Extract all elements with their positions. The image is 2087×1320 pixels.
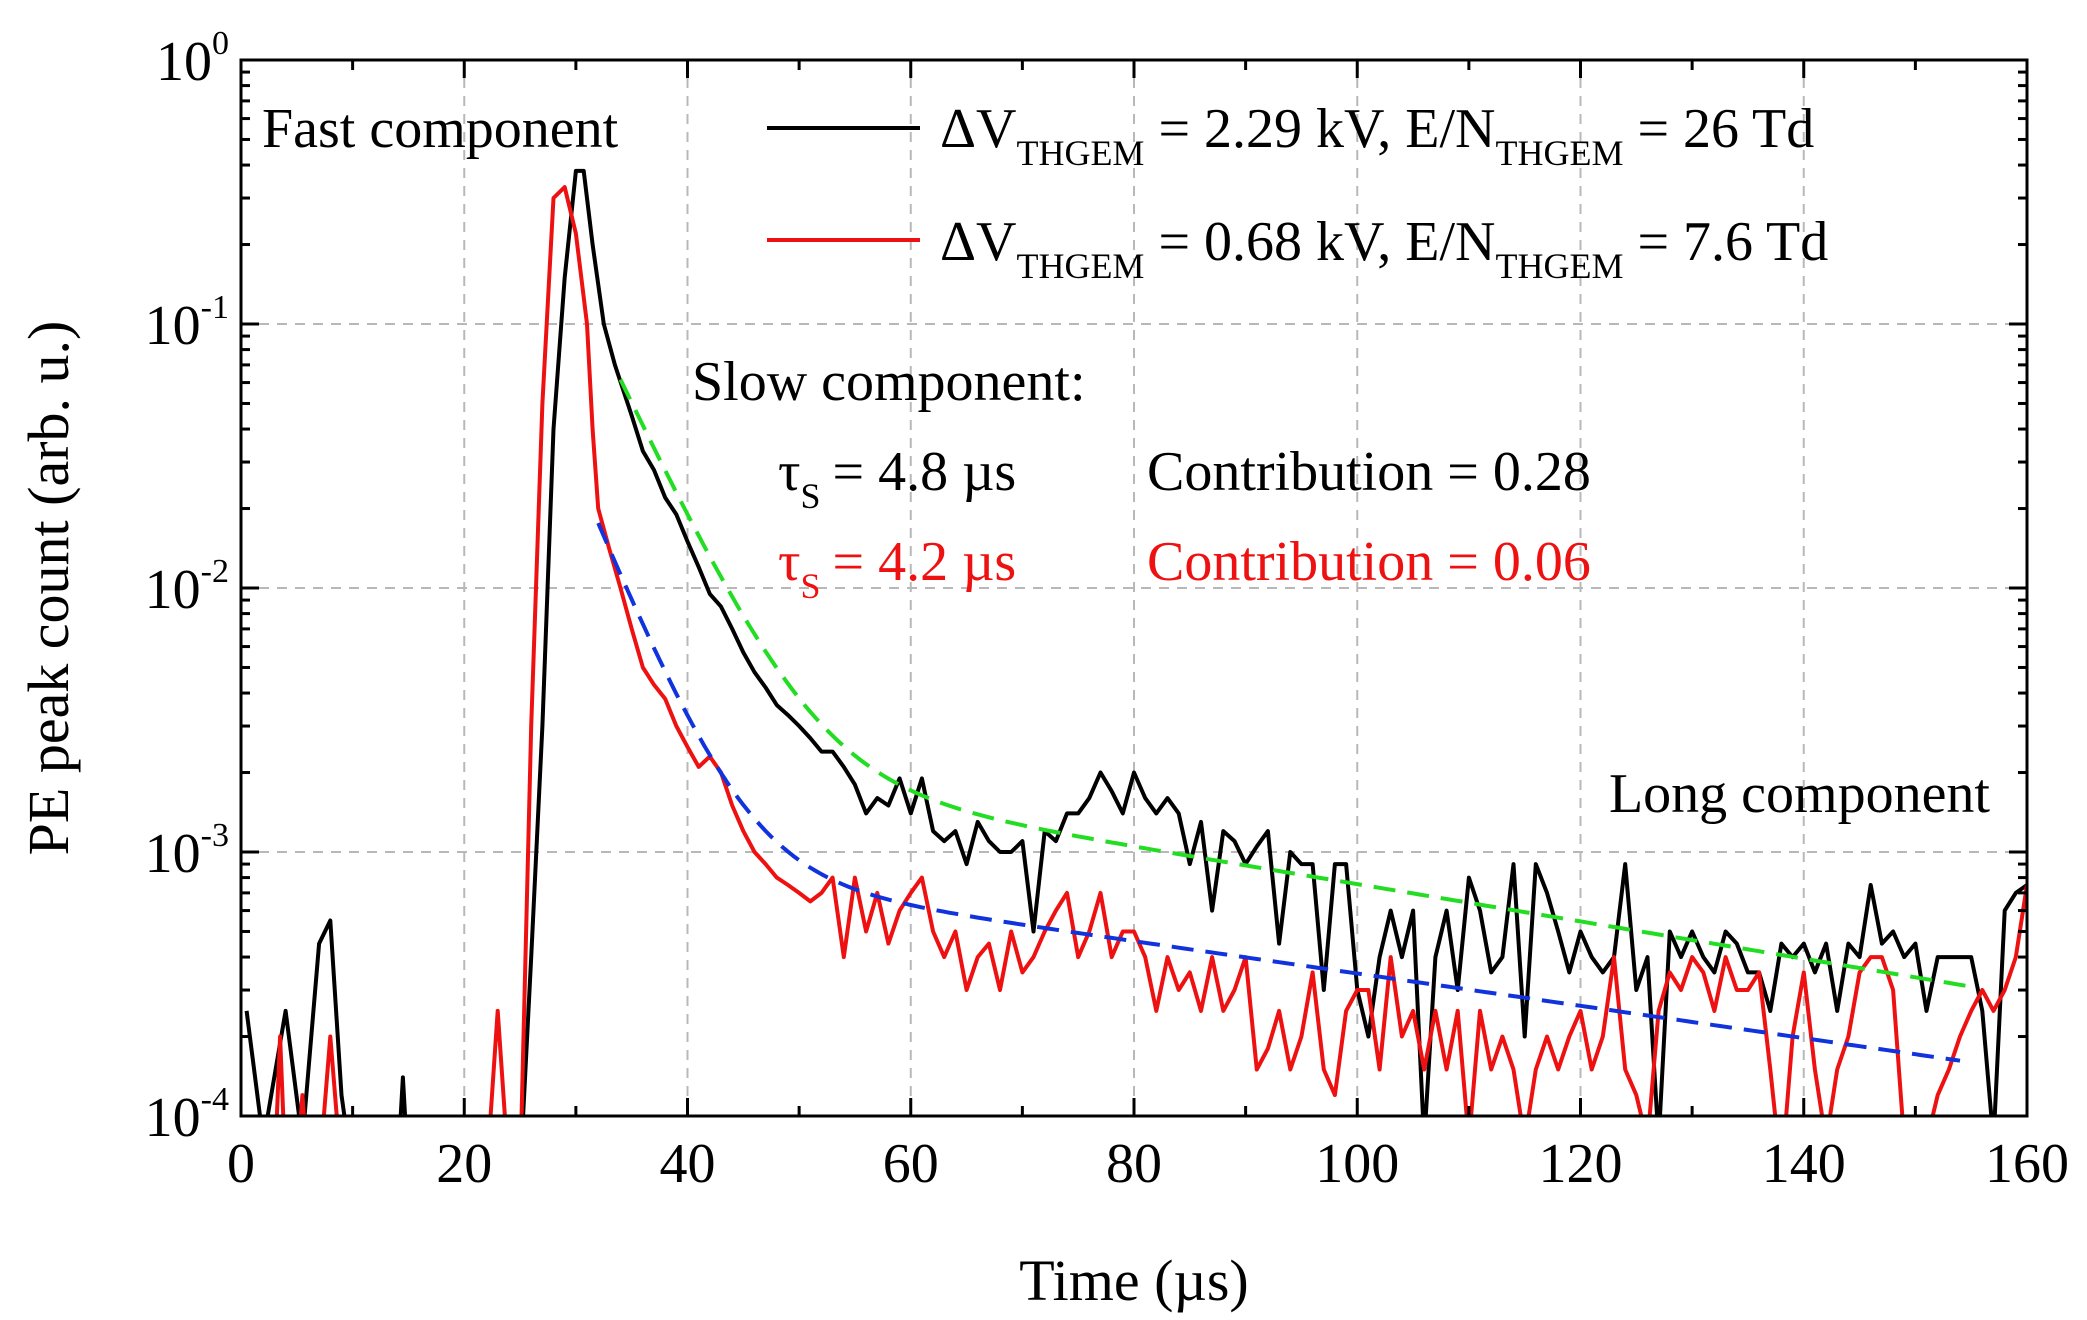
grid [241, 60, 2027, 1116]
annotation-tau-black: τS = 4.8 µs [778, 441, 1016, 516]
x-axis-title: Time (µs) [1019, 1248, 1248, 1313]
y-tick-label: 10-2 [145, 553, 229, 621]
tau-value-black: = 4.8 µs [833, 441, 1017, 503]
y-tick-label: 10-4 [145, 1081, 229, 1149]
legend: ΔVTHGEM = 2.29 kV, E/NTHGEM = 26 Td ΔVTH… [767, 98, 1828, 286]
y-tick-label: 100 [156, 25, 229, 93]
series-line-1 [274, 185, 2027, 1116]
annotation-long-component: Long component [1609, 763, 1990, 825]
annotation-contribution-black: Contribution = 0.28 [1147, 441, 1591, 503]
annotation-fast-component: Fast component [262, 98, 619, 160]
series-line-0 [244, 168, 2027, 1116]
y-tick-label: 10-3 [145, 817, 229, 885]
legend-entry-red: ΔVTHGEM = 0.68 kV, E/NTHGEM = 7.6 Td [940, 211, 1828, 286]
fit-curve-2 [618, 378, 1972, 989]
tau-subscript: S [801, 566, 821, 606]
legend-entry-black: ΔVTHGEM = 2.29 kV, E/NTHGEM = 26 Td [940, 98, 1814, 173]
annotation-contribution-red: Contribution = 0.06 [1147, 531, 1591, 593]
x-tick-label: 100 [1315, 1133, 1399, 1195]
y-axis-title: PE peak count (arb. u.) [16, 321, 81, 856]
x-tick-label: 140 [1762, 1133, 1846, 1195]
x-tick-label: 160 [1985, 1133, 2069, 1195]
data-series [244, 168, 2027, 1116]
tau-value-red: = 4.2 µs [833, 531, 1017, 593]
x-tick-label: 40 [660, 1133, 716, 1195]
fit-curves [596, 378, 1972, 1063]
annotation-slow-heading: Slow component: [692, 351, 1086, 413]
x-tick-label: 20 [436, 1133, 492, 1195]
tau-subscript: S [801, 476, 821, 516]
x-tick-label: 80 [1106, 1133, 1162, 1195]
axis-ticks: 0 20 40 60 80 100 120 140 160 100 10-1 10-2 10-3 10-4 [145, 25, 2069, 1195]
tau-symbol: τ [778, 531, 801, 593]
x-tick-label: 60 [883, 1133, 939, 1195]
annotation-tau-red: τS = 4.2 µs [778, 531, 1016, 606]
x-tick-label: 120 [1539, 1133, 1623, 1195]
x-tick-label: 0 [227, 1133, 255, 1195]
tau-symbol: τ [778, 441, 801, 503]
fit-curve-3 [596, 522, 1961, 1063]
y-tick-label: 10-1 [145, 289, 229, 357]
